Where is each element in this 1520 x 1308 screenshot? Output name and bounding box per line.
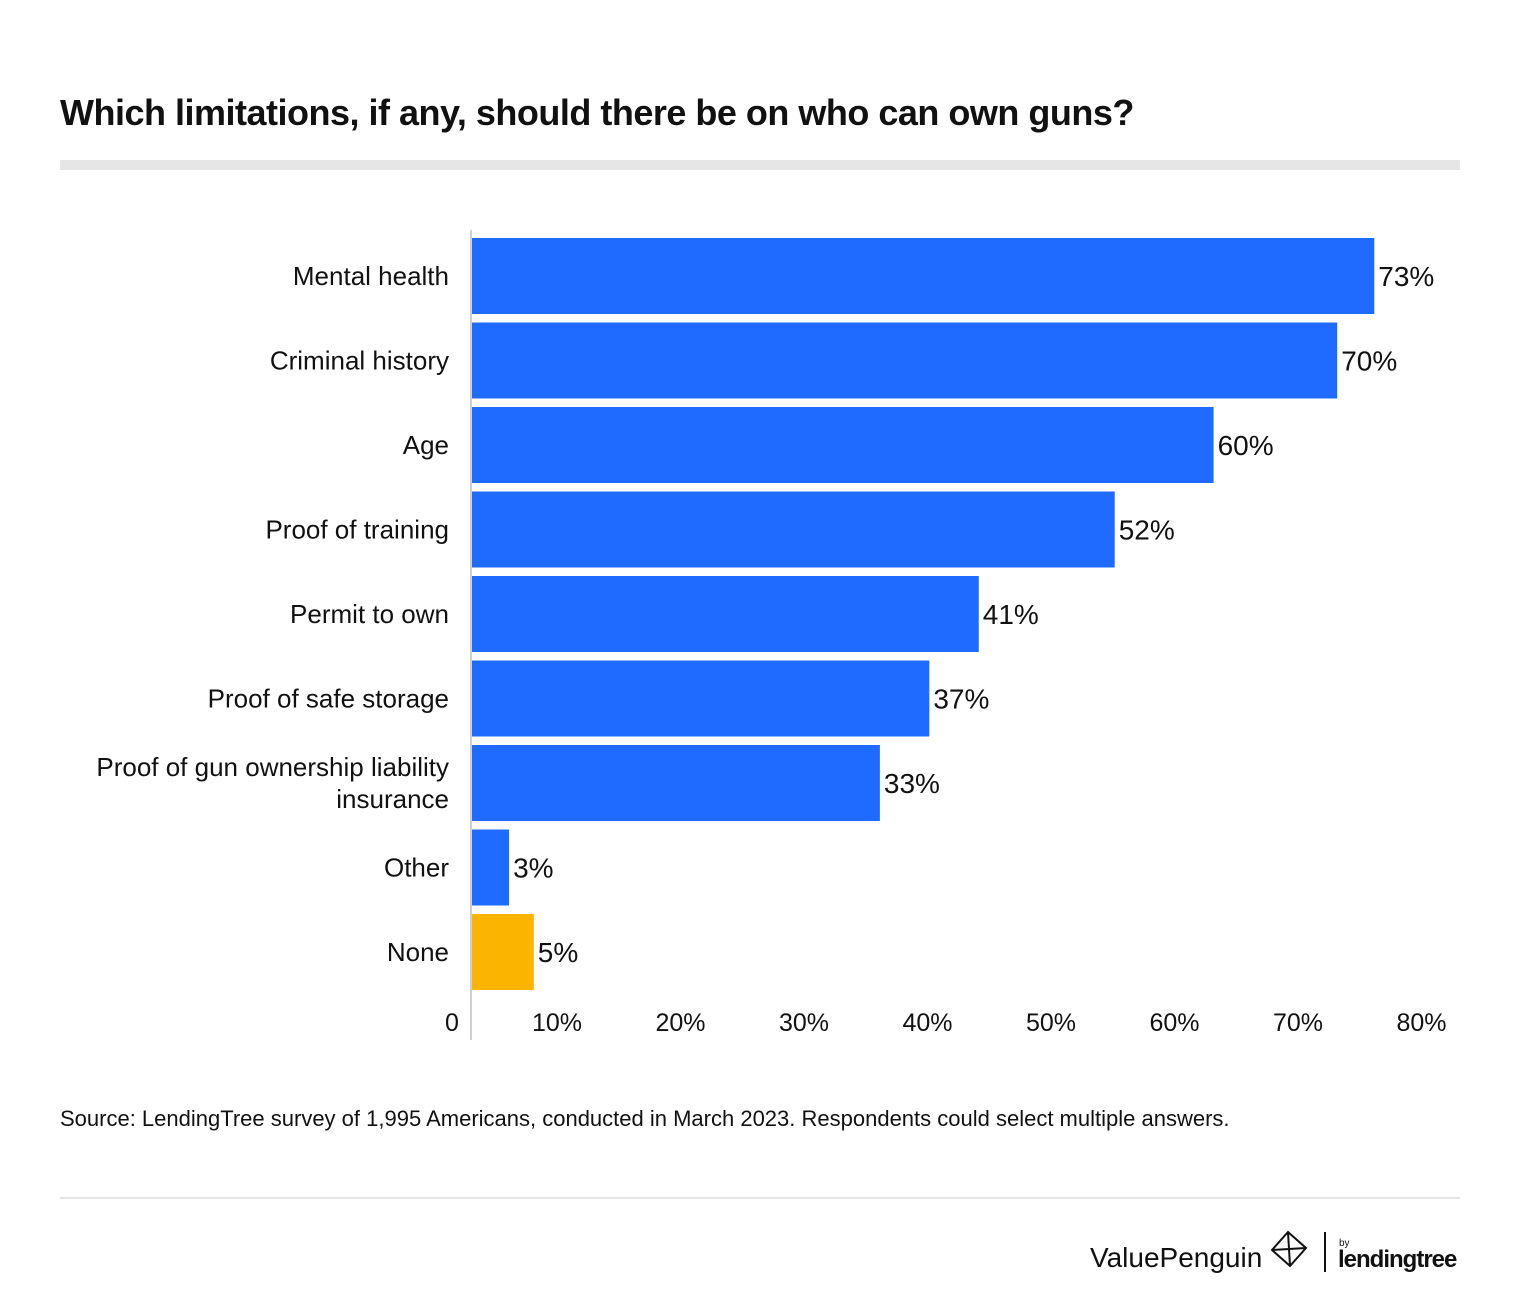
x-tick-label: 30% [779,1009,829,1037]
category-label: Criminal history [270,346,449,376]
x-tick-label: 0 [445,1009,459,1037]
data-label: 73% [1378,261,1434,292]
category-label: Proof of safe storage [208,684,449,714]
bar [472,745,880,821]
data-label: 41% [983,599,1039,630]
data-label: 37% [933,684,989,715]
logo-by-text: by [1339,1238,1350,1249]
x-tick-label: 60% [1149,1009,1199,1037]
x-tick-label: 50% [1026,1009,1076,1037]
bar [472,491,1115,568]
category-label: Proof of training [265,515,449,545]
category-label: None [387,937,449,967]
x-tick-label: 70% [1273,1009,1323,1037]
data-label: 33% [884,768,940,799]
x-tick-label: 10% [532,1009,582,1037]
bar [472,322,1338,399]
category-label: Age [403,430,449,460]
bar-chart: 73% Mental health 70% Criminal history 60% Ag… [96,230,1447,1040]
bar [472,238,1375,314]
lendingtree-logo: lendingtree [1338,1246,1457,1273]
data-label: 52% [1119,515,1175,546]
bar [472,914,534,990]
footer-divider [60,1197,1460,1199]
x-tick-label: 80% [1396,1009,1446,1037]
category-label: Permit to own [290,599,449,629]
category-label: Mental health [293,261,449,291]
category-label: Other [384,853,449,883]
data-label: 60% [1218,430,1274,461]
chart-title: Which limitations, if any, should there … [60,92,1134,133]
bar [472,660,930,737]
logo-separator [1324,1232,1326,1272]
valuepenguin-logo: ValuePenguin [1090,1242,1263,1273]
bar [472,829,510,906]
data-label: 3% [513,853,553,884]
x-tick-label: 40% [902,1009,952,1037]
data-label: 70% [1341,346,1397,377]
valuepenguin-diamond-icon [1270,1230,1308,1268]
bar [472,576,979,652]
category-label: insurance [336,784,449,814]
bar [472,407,1214,483]
category-label: Proof of gun ownership liability [96,752,449,782]
data-label: 5% [538,937,578,968]
title-divider [60,160,1460,170]
x-tick-label: 20% [655,1009,705,1037]
source-note: Source: LendingTree survey of 1,995 Amer… [60,1106,1230,1131]
